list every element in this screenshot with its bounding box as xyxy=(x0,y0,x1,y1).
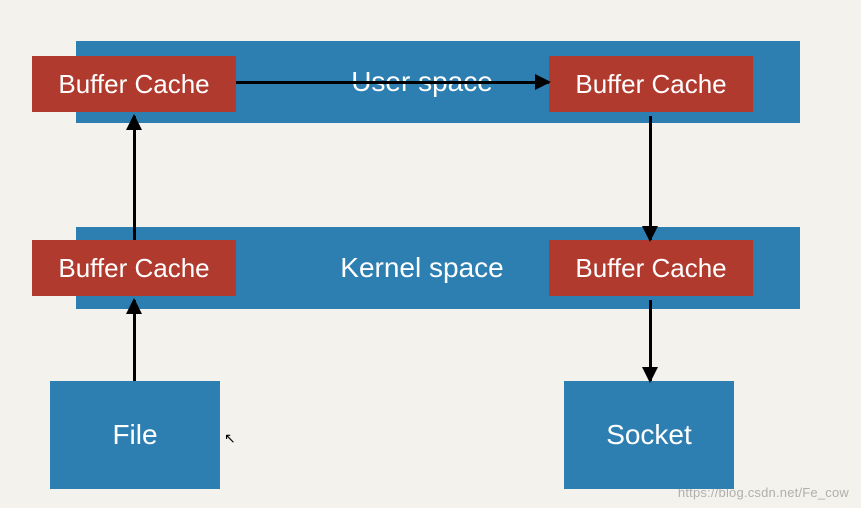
socket-box: Socket xyxy=(564,381,734,489)
file-box: File xyxy=(50,381,220,489)
buffer-cache-top-right: Buffer Cache xyxy=(549,56,753,112)
arrow-head-icon xyxy=(126,114,142,130)
watermark-text: https://blog.csdn.net/Fe_cow xyxy=(678,485,849,500)
arrow-head-icon xyxy=(126,298,142,314)
arrow-line xyxy=(133,116,136,240)
buffer-cache-label: Buffer Cache xyxy=(58,253,209,284)
diagram-canvas: User space Kernel space Buffer Cache Buf… xyxy=(0,0,861,508)
kernel-space-label: Kernel space xyxy=(340,252,503,284)
socket-label: Socket xyxy=(606,419,692,451)
buffer-cache-bottom-right: Buffer Cache xyxy=(549,240,753,296)
buffer-cache-label: Buffer Cache xyxy=(575,69,726,100)
buffer-cache-label: Buffer Cache xyxy=(575,253,726,284)
buffer-cache-bottom-left: Buffer Cache xyxy=(32,240,236,296)
arrow-head-icon xyxy=(535,74,551,90)
cursor-icon: ↖ xyxy=(224,430,236,447)
file-label: File xyxy=(112,419,157,451)
arrow-line xyxy=(236,81,549,84)
arrow-head-icon xyxy=(642,367,658,383)
arrow-head-icon xyxy=(642,226,658,242)
arrow-line xyxy=(649,116,652,240)
buffer-cache-label: Buffer Cache xyxy=(58,69,209,100)
buffer-cache-top-left: Buffer Cache xyxy=(32,56,236,112)
